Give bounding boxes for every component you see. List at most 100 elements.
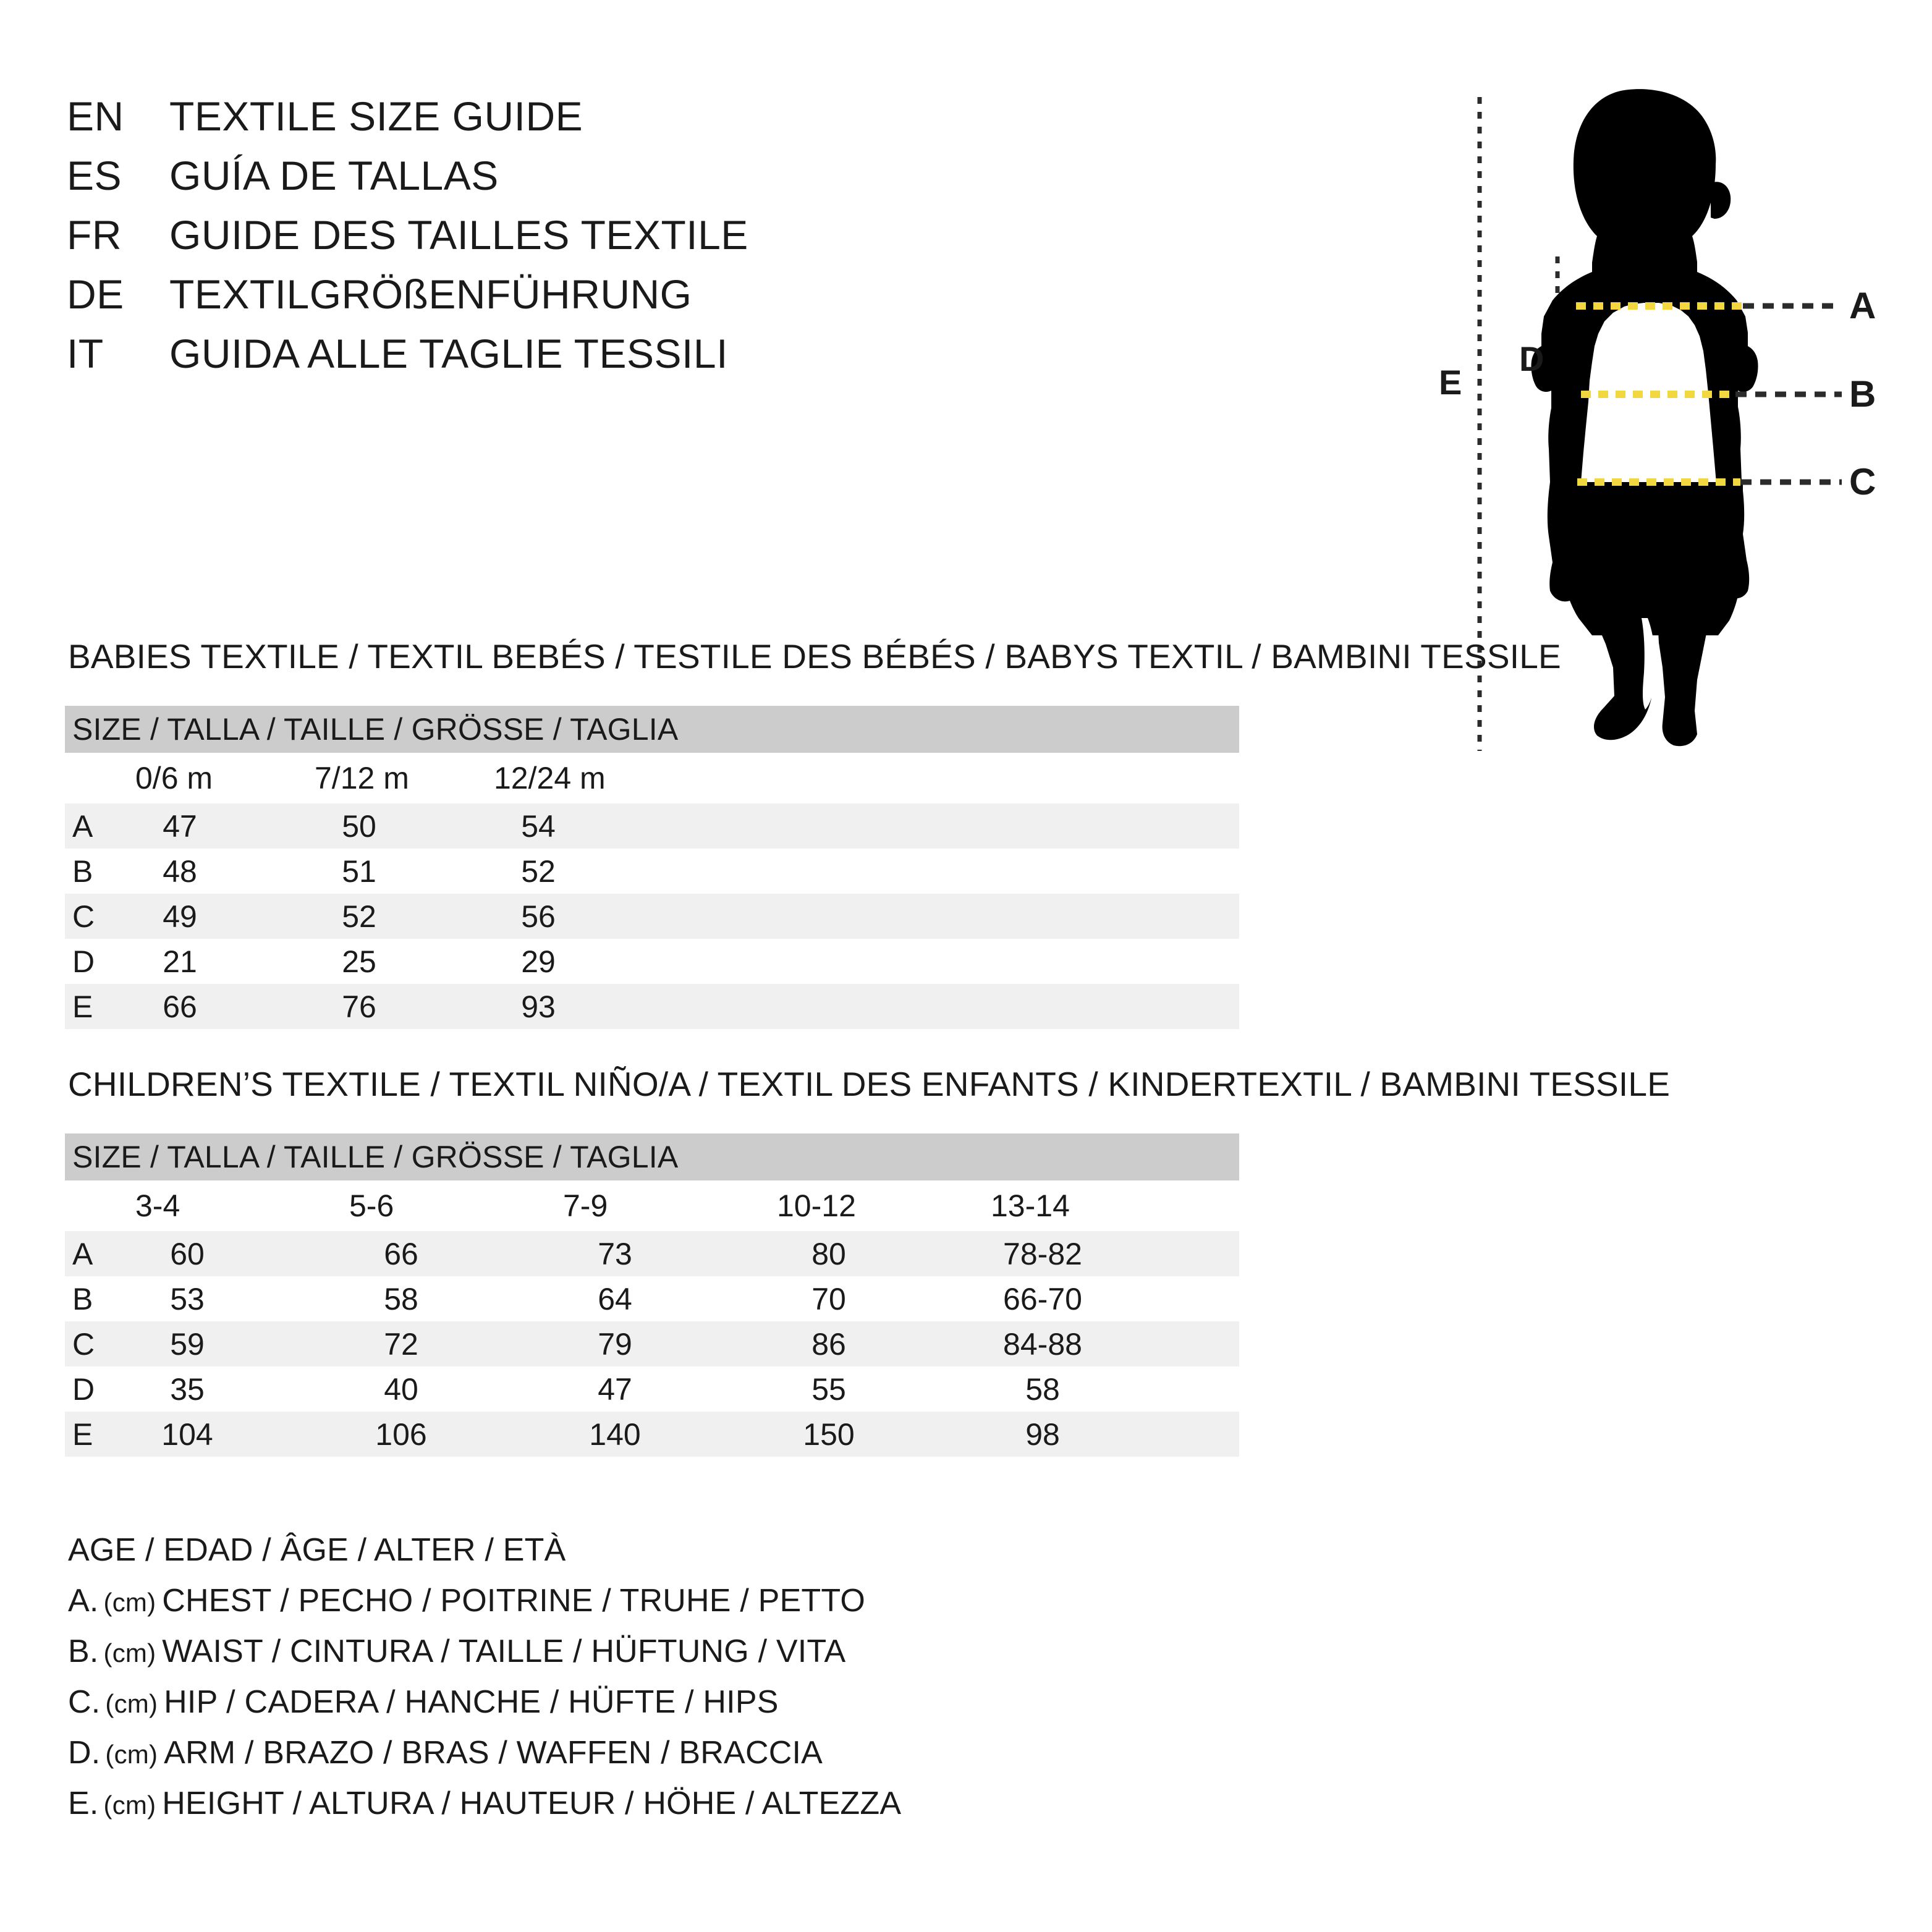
language-title-text: TEXTILE SIZE GUIDE	[169, 93, 583, 139]
title-row-fr: FR GUIDE DES TAILLES TEXTILE	[67, 211, 994, 271]
table-cell: 60	[170, 1236, 205, 1271]
table-cell: 53	[170, 1281, 205, 1316]
table-row: B 53 58 64 70 66-70	[65, 1276, 1239, 1321]
table-cell: 50	[342, 808, 376, 844]
children-size-table: SIZE / TALLA / TAILLE / GRÖSSE / TAGLIA …	[65, 1133, 1239, 1457]
table-row: E 66 76 93	[65, 984, 1239, 1029]
legend-text: HEIGHT / ALTURA / HAUTEUR / HÖHE / ALTEZ…	[162, 1786, 902, 1821]
figure-label-a: A	[1849, 285, 1876, 326]
children-column-header-row: 3-4 5-6 7-9 10-12 13-14	[65, 1180, 1239, 1231]
table-cell: 98	[1025, 1417, 1060, 1452]
language-title-text: GUIDE DES TAILLES TEXTILE	[169, 212, 748, 258]
table-cell: 66	[384, 1236, 418, 1271]
table-cell: 78-82	[1003, 1236, 1082, 1271]
table-cell: 52	[521, 854, 556, 889]
legend-key: E.	[68, 1786, 99, 1821]
row-label: D	[72, 944, 95, 979]
language-code: DE	[67, 271, 124, 317]
row-label: A	[72, 808, 93, 844]
table-cell: 52	[342, 899, 376, 934]
column-header: 0/6 m	[135, 761, 213, 795]
column-header: 7-9	[563, 1188, 608, 1223]
table-row: D 35 40 47 55 58	[65, 1366, 1239, 1412]
language-title-block: EN TEXTILE SIZE GUIDE ES GUÍA DE TALLAS FR GU…	[67, 93, 994, 389]
table-cell: 21	[163, 944, 197, 979]
title-row-es: ES GUÍA DE TALLAS	[67, 152, 994, 211]
row-label: B	[72, 854, 93, 889]
row-label: E	[72, 1417, 93, 1452]
table-cell: 51	[342, 854, 376, 889]
figure-label-e: E	[1439, 363, 1462, 402]
body-measurement-diagram: A B C D E	[1409, 74, 1904, 760]
table-cell: 80	[811, 1236, 846, 1271]
table-row: D 21 25 29	[65, 939, 1239, 984]
column-header: 7/12 m	[315, 761, 409, 795]
legend-item: E. (cm) HEIGHT / ALTURA / HAUTEUR / HÖHE /…	[68, 1785, 1057, 1836]
babies-table-body: A 47 50 54 B 48 51 52 C 49 52 56 D 21 25 29 E 66 76 93	[65, 803, 1239, 1029]
legend-age-text: AGE / EDAD / ÂGE / ALTER / ETÀ	[68, 1532, 566, 1568]
table-cell: 106	[375, 1417, 427, 1452]
row-label: A	[72, 1236, 93, 1271]
babies-band-label: SIZE / TALLA / TAILLE / GRÖSSE / TAGLIA	[72, 712, 679, 747]
row-label: C	[72, 899, 95, 934]
title-row-it: IT GUIDA ALLE TAGLIE TESSILI	[67, 330, 994, 389]
table-cell: 70	[811, 1281, 846, 1316]
table-cell: 54	[521, 808, 556, 844]
column-header: 13-14	[991, 1188, 1070, 1223]
legend-key: C.	[68, 1684, 101, 1720]
table-cell: 59	[170, 1326, 205, 1362]
table-cell: 58	[384, 1281, 418, 1316]
table-cell: 93	[521, 989, 556, 1024]
row-label: E	[72, 989, 93, 1024]
legend-text: HIP / CADERA / HANCHE / HÜFTE / HIPS	[164, 1684, 779, 1720]
table-cell: 55	[811, 1371, 846, 1407]
table-cell: 66-70	[1003, 1281, 1082, 1316]
table-cell: 79	[598, 1326, 632, 1362]
table-cell: 47	[163, 808, 197, 844]
language-title-text: GUIDA ALLE TAGLIE TESSILI	[169, 331, 728, 376]
babies-section-heading: BABIES TEXTILE / TEXTIL BEBÉS / TESTILE …	[68, 637, 1561, 676]
legend-text: ARM / BRAZO / BRAS / WAFFEN / BRACCIA	[164, 1735, 823, 1771]
table-cell: 56	[521, 899, 556, 934]
language-code: EN	[67, 93, 124, 139]
legend-unit: (cm)	[103, 1588, 156, 1617]
table-cell: 35	[170, 1371, 205, 1407]
legend-key: D.	[68, 1735, 101, 1771]
row-label: C	[72, 1326, 95, 1362]
table-cell: 58	[1025, 1371, 1060, 1407]
table-cell: 40	[384, 1371, 418, 1407]
column-header: 12/24 m	[494, 761, 606, 795]
legend-age-row: AGE / EDAD / ÂGE / ALTER / ETÀ	[68, 1532, 1057, 1582]
legend-key: B.	[68, 1633, 99, 1669]
legend-item-list: A. (cm) CHEST / PECHO / POITRINE / TRUHE /…	[68, 1582, 1057, 1836]
measurement-legend: AGE / EDAD / ÂGE / ALTER / ETÀ A. (cm) CHE…	[68, 1532, 1057, 1836]
table-cell: 84-88	[1003, 1326, 1082, 1362]
title-row-de: DE TEXTILGRÖßENFÜHRUNG	[67, 271, 994, 330]
legend-key: A.	[68, 1583, 99, 1619]
table-row: A 60 66 73 80 78-82	[65, 1231, 1239, 1276]
table-cell: 86	[811, 1326, 846, 1362]
legend-unit: (cm)	[103, 1790, 156, 1820]
babies-table-band: SIZE / TALLA / TAILLE / GRÖSSE / TAGLIA	[65, 706, 1239, 753]
legend-text: WAIST / CINTURA / TAILLE / HÜFTUNG / VIT…	[162, 1633, 846, 1669]
table-cell: 48	[163, 854, 197, 889]
table-cell: 140	[589, 1417, 641, 1452]
table-row: B 48 51 52	[65, 849, 1239, 894]
table-row: C 59 72 79 86 84-88	[65, 1321, 1239, 1366]
babies-column-header-row: 0/6 m 7/12 m 12/24 m	[65, 753, 1239, 803]
babies-size-table: SIZE / TALLA / TAILLE / GRÖSSE / TAGLIA …	[65, 706, 1239, 1029]
child-silhouette	[1531, 89, 1758, 747]
legend-item: B. (cm) WAIST / CINTURA / TAILLE / HÜFTUNG…	[68, 1633, 1057, 1684]
table-row: E 104 106 140 150 98	[65, 1412, 1239, 1457]
legend-unit: (cm)	[105, 1740, 158, 1769]
language-code: ES	[67, 153, 122, 198]
table-cell: 49	[163, 899, 197, 934]
legend-item: D. (cm) ARM / BRAZO / BRAS / WAFFEN / BRAC…	[68, 1734, 1057, 1785]
figure-label-d: D	[1519, 339, 1544, 378]
children-table-band: SIZE / TALLA / TAILLE / GRÖSSE / TAGLIA	[65, 1133, 1239, 1180]
table-cell: 72	[384, 1326, 418, 1362]
column-header: 3-4	[135, 1188, 180, 1223]
legend-item: C. (cm) HIP / CADERA / HANCHE / HÜFTE / HI…	[68, 1684, 1057, 1734]
language-title-text: TEXTILGRÖßENFÜHRUNG	[169, 271, 692, 317]
table-cell: 66	[163, 989, 197, 1024]
